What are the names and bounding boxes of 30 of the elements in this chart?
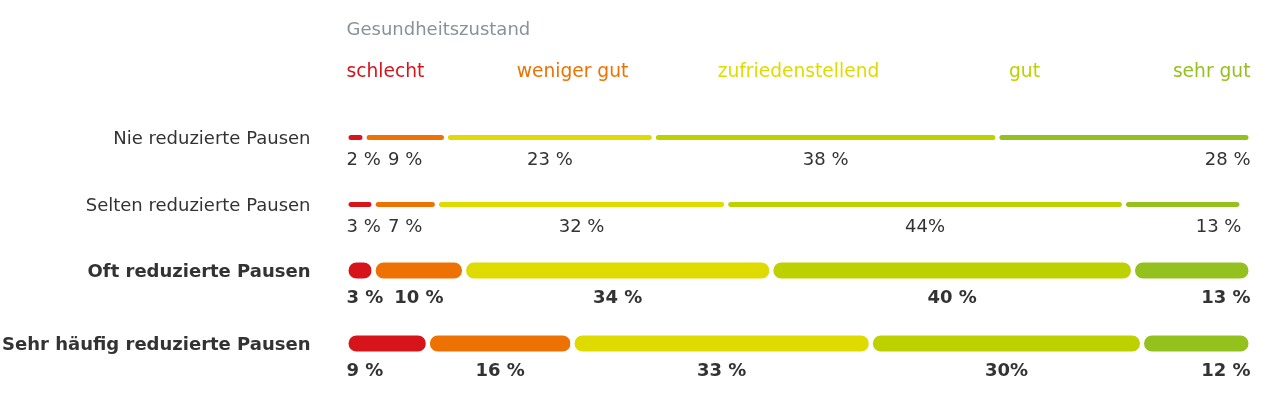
data-label: 30%	[984, 359, 1028, 380]
legend-title: Gesundheitszustand	[346, 18, 531, 39]
y-tick-label: Nie reduzierte Pausen	[113, 127, 311, 148]
data-label: 12 %	[1201, 359, 1251, 380]
data-label: 7 %	[388, 214, 423, 236]
text: schlecht	[346, 60, 425, 81]
data-label: 33 %	[696, 359, 747, 380]
data-label: 23 %	[527, 147, 573, 169]
data-label: 16 %	[475, 359, 525, 380]
data-label: 38 %	[802, 147, 849, 169]
text: sehr gut	[1172, 60, 1251, 81]
text: gut	[1009, 60, 1040, 81]
y-tick-label: Oft reduzierte Pausen	[87, 260, 311, 281]
data-label: 28 %	[1204, 147, 1251, 169]
data-label: 3 %	[346, 286, 384, 307]
data-label: 13 %	[1195, 214, 1242, 236]
data-label: 40 %	[927, 286, 977, 307]
data-label: 44%	[905, 214, 946, 236]
text: weniger gut	[516, 60, 629, 81]
data-label: 9 %	[346, 359, 384, 380]
data-label: 2 %	[346, 147, 381, 169]
text: zufriedenstellend	[717, 60, 880, 81]
data-label: 9 %	[388, 147, 423, 169]
data-label: 34 %	[593, 286, 643, 307]
data-label: 32 %	[558, 214, 605, 236]
data-label: 13 %	[1201, 286, 1251, 307]
y-tick-label: Selten reduzierte Pausen	[85, 194, 311, 215]
data-label: 3 %	[346, 214, 381, 236]
y-tick-label: Sehr häufig reduzierte Pausen	[2, 333, 311, 354]
data-label: 10 %	[394, 286, 444, 307]
